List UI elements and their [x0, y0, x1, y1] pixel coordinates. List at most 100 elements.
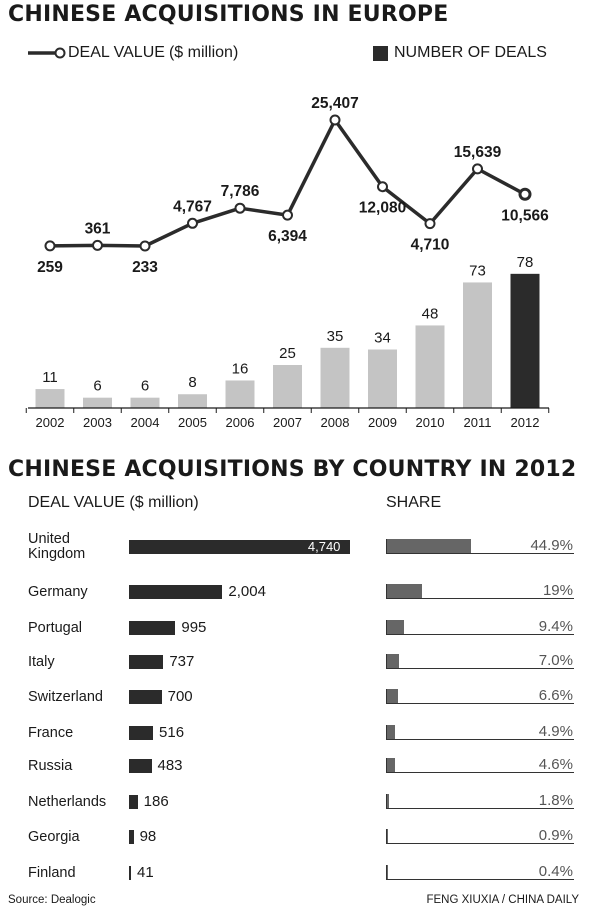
legend-deal-value-label: DEAL VALUE	[68, 44, 165, 61]
deal-value-bar	[129, 830, 134, 844]
deal-value-label: 259	[37, 259, 63, 276]
deal-count-label: 16	[232, 360, 249, 377]
country-row: Switzerland 700 6.6%	[0, 680, 591, 714]
deal-value-line	[49, 118, 526, 248]
deal-value-point	[377, 181, 388, 193]
deal-value-header-label: DEAL VALUE	[28, 494, 125, 511]
share-axis-tick	[386, 865, 387, 880]
deal-value-header-unit: ($ million)	[129, 494, 199, 511]
deal-value-bar	[129, 759, 152, 773]
deal-value-label: 737	[169, 653, 195, 670]
x-tick-label: 2009	[368, 415, 397, 430]
deal-count-label: 6	[93, 378, 101, 395]
country-row: Portugal 995 9.4%	[0, 611, 591, 645]
deal-count-bar	[35, 389, 65, 408]
deal-value-label: 4,740	[307, 539, 341, 554]
deals-chart: 11 6 6 8 16 25 35 34 48 73 78 2002 2003 2004 2005 2006 2…	[25, 95, 550, 430]
deal-count-bar	[83, 397, 112, 408]
country-name: France	[28, 724, 74, 741]
share-axis-tick	[386, 725, 387, 740]
deal-count-bar	[130, 397, 160, 408]
deal-count-bar	[415, 325, 445, 408]
deal-count-label: 35	[327, 328, 344, 345]
deal-count-label: 78	[517, 254, 534, 271]
deal-count-bar	[320, 347, 350, 408]
deal-value-label: 995	[181, 619, 207, 636]
share-baseline	[386, 634, 574, 635]
country-name: United Kingdom	[28, 531, 86, 562]
share-baseline	[386, 843, 574, 844]
share-bar	[386, 758, 395, 772]
chart-title: CHINESE ACQUISITIONS IN EUROPE	[8, 2, 449, 27]
deal-value-point	[92, 239, 103, 251]
share-bar	[386, 654, 400, 668]
share-bar	[386, 584, 422, 598]
x-tick-label: 2012	[511, 415, 540, 430]
deal-value-label: 41	[137, 864, 154, 881]
deal-value-bar	[129, 585, 223, 599]
deal-count-bar	[273, 365, 302, 408]
country-name: Italy	[28, 653, 55, 670]
share-label: 44.9%	[530, 537, 573, 554]
deal-value-point	[329, 114, 341, 126]
share-axis-tick	[386, 584, 387, 599]
x-tick-label: 2011	[464, 415, 492, 430]
share-axis-tick	[386, 654, 387, 669]
share-baseline	[386, 808, 574, 809]
share-baseline	[386, 598, 574, 599]
deal-value-point	[234, 202, 246, 214]
deal-value-point	[518, 187, 532, 201]
deal-value-bar	[129, 866, 131, 880]
deal-count-label: 73	[469, 262, 486, 279]
legend-line-marker-icon	[28, 47, 66, 59]
deal-value-label: 12,080	[359, 200, 406, 217]
deal-value-label: 186	[143, 793, 169, 810]
deal-value-label: 361	[85, 220, 111, 237]
deal-count-label: 34	[374, 330, 391, 347]
share-baseline	[386, 668, 574, 669]
share-baseline	[386, 739, 574, 740]
deal-value-label: 2,004	[228, 583, 266, 600]
share-axis-tick	[386, 829, 387, 844]
legend-deal-value-unit: ($ million)	[168, 44, 239, 61]
deal-value-label: 6,394	[268, 228, 307, 245]
share-axis-tick	[386, 539, 387, 554]
share-bar	[386, 689, 399, 703]
country-row: France 516 4.9%	[0, 716, 591, 750]
credit-note: FENG XIUXIA / CHINA DAILY	[426, 894, 579, 906]
legend-number-of-deals-label: NUMBER OF DEALS	[394, 44, 547, 61]
share-label: 4.9%	[538, 723, 573, 740]
share-baseline	[386, 772, 574, 773]
country-name: Germany	[28, 583, 88, 600]
x-tick-label: 2010	[416, 415, 445, 430]
deal-value-point	[282, 209, 293, 221]
country-row: Finland 41 0.4%	[0, 856, 591, 890]
x-tick-label: 2008	[321, 415, 350, 430]
country-name: Switzerland	[28, 688, 103, 705]
country-name: Netherlands	[28, 793, 107, 810]
deal-value-point	[187, 217, 198, 229]
country-row: Germany 2,004 19%	[0, 575, 591, 609]
deal-value-label: 4,710	[411, 237, 450, 254]
deal-value-point	[44, 240, 56, 252]
country-chart-title: CHINESE ACQUISITIONS BY COUNTRY IN 2012	[8, 457, 577, 482]
country-name: Georgia	[28, 828, 80, 845]
share-baseline	[386, 703, 574, 704]
deal-value-bar	[129, 621, 176, 635]
deal-count-bar	[368, 349, 397, 408]
x-tick-label: 2006	[226, 415, 255, 430]
deal-value-bar	[129, 540, 350, 554]
share-label: 1.8%	[538, 792, 573, 809]
legend-bar-swatch-icon	[373, 45, 388, 61]
share-label: 19%	[542, 582, 573, 599]
deal-value-point	[424, 218, 436, 230]
deal-value-point	[472, 163, 483, 175]
share-bar	[386, 539, 471, 553]
share-header: SHARE	[386, 494, 442, 511]
share-axis-tick	[386, 689, 387, 704]
country-name: Russia	[28, 757, 73, 774]
share-label: 0.4%	[538, 863, 573, 880]
country-row: Russia 483 4.6%	[0, 749, 591, 783]
deal-value-bar	[129, 690, 162, 704]
deal-value-label: 10,566	[501, 207, 549, 224]
